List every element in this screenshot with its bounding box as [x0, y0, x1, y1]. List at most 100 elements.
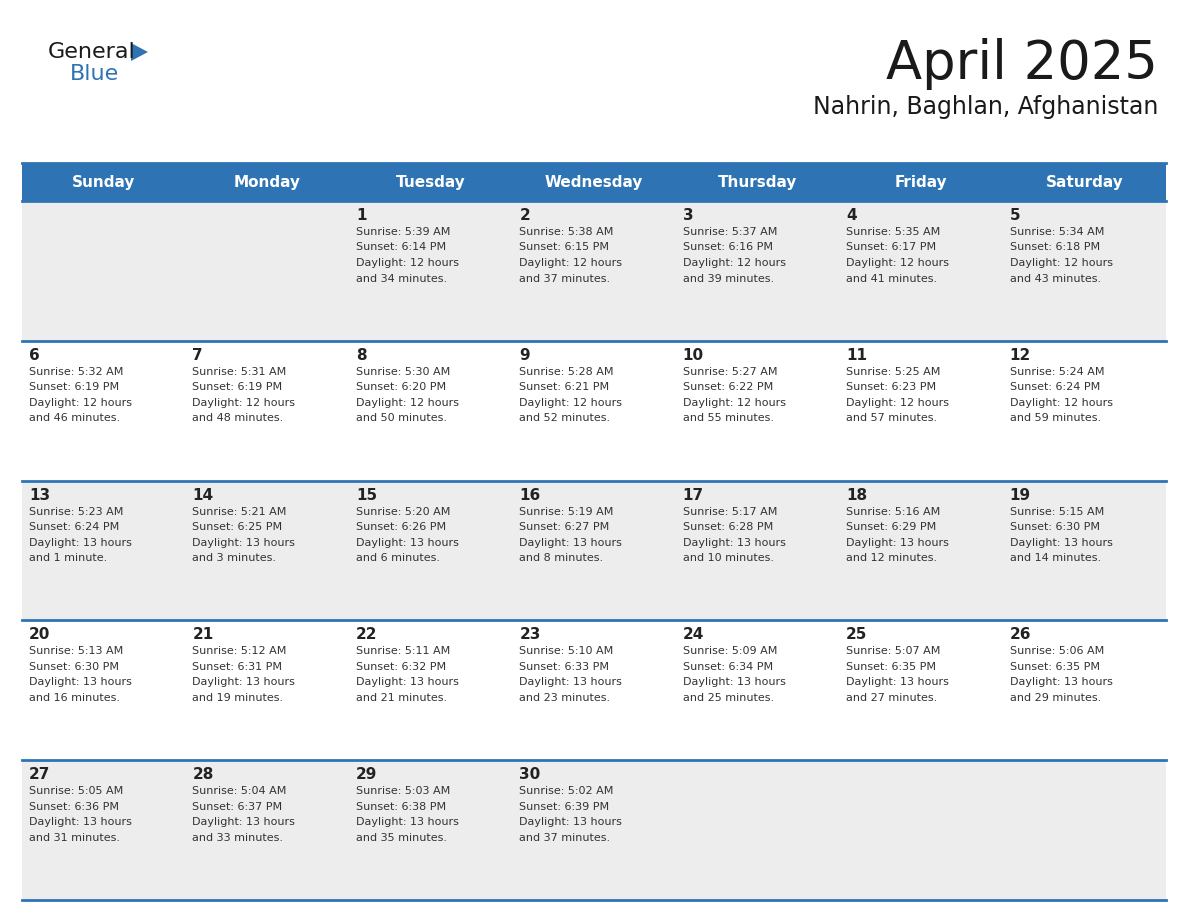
Text: Sunset: 6:27 PM: Sunset: 6:27 PM: [519, 522, 609, 532]
Text: Sunset: 6:16 PM: Sunset: 6:16 PM: [683, 242, 772, 252]
Text: 22: 22: [356, 627, 378, 643]
Text: and 8 minutes.: and 8 minutes.: [519, 554, 604, 563]
Bar: [512, 163, 676, 201]
Text: Sunrise: 5:34 AM: Sunrise: 5:34 AM: [1010, 227, 1104, 237]
Text: Daylight: 12 hours: Daylight: 12 hours: [356, 397, 459, 408]
Text: and 16 minutes.: and 16 minutes.: [29, 693, 120, 703]
Text: Daylight: 13 hours: Daylight: 13 hours: [519, 817, 623, 827]
Bar: [23, 163, 185, 201]
Text: 21: 21: [192, 627, 214, 643]
Text: Daylight: 13 hours: Daylight: 13 hours: [519, 538, 623, 548]
Text: 30: 30: [519, 767, 541, 782]
Text: 9: 9: [519, 348, 530, 363]
Text: Daylight: 13 hours: Daylight: 13 hours: [192, 817, 296, 827]
Text: and 3 minutes.: and 3 minutes.: [192, 554, 277, 563]
Text: Sunrise: 5:03 AM: Sunrise: 5:03 AM: [356, 786, 450, 796]
Text: and 25 minutes.: and 25 minutes.: [683, 693, 773, 703]
Text: Sunset: 6:30 PM: Sunset: 6:30 PM: [29, 662, 119, 672]
Text: 16: 16: [519, 487, 541, 502]
Text: and 55 minutes.: and 55 minutes.: [683, 413, 773, 423]
Text: Sunrise: 5:37 AM: Sunrise: 5:37 AM: [683, 227, 777, 237]
Text: Daylight: 13 hours: Daylight: 13 hours: [356, 677, 459, 688]
Bar: [23, 621, 1165, 760]
Text: Sunrise: 5:15 AM: Sunrise: 5:15 AM: [1010, 507, 1104, 517]
Text: Daylight: 12 hours: Daylight: 12 hours: [1010, 397, 1113, 408]
Text: Daylight: 13 hours: Daylight: 13 hours: [29, 538, 132, 548]
Text: 12: 12: [1010, 348, 1031, 363]
Text: Sunset: 6:14 PM: Sunset: 6:14 PM: [356, 242, 446, 252]
Text: Daylight: 12 hours: Daylight: 12 hours: [846, 397, 949, 408]
Text: Daylight: 12 hours: Daylight: 12 hours: [846, 258, 949, 268]
Text: Sunset: 6:28 PM: Sunset: 6:28 PM: [683, 522, 773, 532]
Text: and 43 minutes.: and 43 minutes.: [1010, 274, 1101, 284]
Text: 4: 4: [846, 208, 857, 223]
Text: Sunset: 6:35 PM: Sunset: 6:35 PM: [846, 662, 936, 672]
Text: 6: 6: [29, 348, 39, 363]
Text: Sunrise: 5:17 AM: Sunrise: 5:17 AM: [683, 507, 777, 517]
Text: and 39 minutes.: and 39 minutes.: [683, 274, 773, 284]
Text: and 10 minutes.: and 10 minutes.: [683, 554, 773, 563]
Bar: [349, 163, 512, 201]
Text: and 46 minutes.: and 46 minutes.: [29, 413, 120, 423]
Text: Sunset: 6:36 PM: Sunset: 6:36 PM: [29, 801, 119, 812]
Text: and 41 minutes.: and 41 minutes.: [846, 274, 937, 284]
Text: Monday: Monday: [234, 174, 301, 189]
Text: Sunset: 6:34 PM: Sunset: 6:34 PM: [683, 662, 773, 672]
Text: Sunset: 6:21 PM: Sunset: 6:21 PM: [519, 382, 609, 392]
Text: Daylight: 13 hours: Daylight: 13 hours: [356, 538, 459, 548]
Text: Sunset: 6:39 PM: Sunset: 6:39 PM: [519, 801, 609, 812]
Text: Sunset: 6:18 PM: Sunset: 6:18 PM: [1010, 242, 1100, 252]
Text: Daylight: 13 hours: Daylight: 13 hours: [846, 677, 949, 688]
Text: Sunrise: 5:06 AM: Sunrise: 5:06 AM: [1010, 646, 1104, 656]
Text: 29: 29: [356, 767, 378, 782]
Text: Sunrise: 5:19 AM: Sunrise: 5:19 AM: [519, 507, 614, 517]
Text: and 48 minutes.: and 48 minutes.: [192, 413, 284, 423]
Bar: [839, 163, 1003, 201]
Text: Sunset: 6:29 PM: Sunset: 6:29 PM: [846, 522, 936, 532]
Text: Sunrise: 5:04 AM: Sunrise: 5:04 AM: [192, 786, 286, 796]
Text: Sunrise: 5:32 AM: Sunrise: 5:32 AM: [29, 367, 124, 376]
Text: and 29 minutes.: and 29 minutes.: [1010, 693, 1101, 703]
Text: Nahrin, Baghlan, Afghanistan: Nahrin, Baghlan, Afghanistan: [813, 95, 1158, 119]
Text: Saturday: Saturday: [1045, 174, 1123, 189]
Text: Sunrise: 5:39 AM: Sunrise: 5:39 AM: [356, 227, 450, 237]
Text: Daylight: 12 hours: Daylight: 12 hours: [29, 397, 132, 408]
Text: and 52 minutes.: and 52 minutes.: [519, 413, 611, 423]
Text: Daylight: 13 hours: Daylight: 13 hours: [192, 538, 296, 548]
Text: Daylight: 13 hours: Daylight: 13 hours: [1010, 538, 1112, 548]
Text: Daylight: 13 hours: Daylight: 13 hours: [683, 538, 785, 548]
Text: Sunset: 6:20 PM: Sunset: 6:20 PM: [356, 382, 446, 392]
Text: 14: 14: [192, 487, 214, 502]
Bar: [23, 760, 1165, 900]
Text: Sunrise: 5:11 AM: Sunrise: 5:11 AM: [356, 646, 450, 656]
Text: Sunset: 6:31 PM: Sunset: 6:31 PM: [192, 662, 283, 672]
Text: Sunrise: 5:05 AM: Sunrise: 5:05 AM: [29, 786, 124, 796]
Text: Sunrise: 5:16 AM: Sunrise: 5:16 AM: [846, 507, 941, 517]
Bar: [23, 481, 1165, 621]
Bar: [185, 163, 349, 201]
Text: Sunset: 6:19 PM: Sunset: 6:19 PM: [192, 382, 283, 392]
Text: Sunset: 6:24 PM: Sunset: 6:24 PM: [1010, 382, 1100, 392]
Text: Daylight: 13 hours: Daylight: 13 hours: [29, 677, 132, 688]
Text: Sunrise: 5:09 AM: Sunrise: 5:09 AM: [683, 646, 777, 656]
Text: and 37 minutes.: and 37 minutes.: [519, 274, 611, 284]
Text: Sunrise: 5:02 AM: Sunrise: 5:02 AM: [519, 786, 614, 796]
Text: and 1 minute.: and 1 minute.: [29, 554, 107, 563]
Text: and 33 minutes.: and 33 minutes.: [192, 833, 284, 843]
Bar: [1003, 163, 1165, 201]
Text: Sunrise: 5:24 AM: Sunrise: 5:24 AM: [1010, 367, 1104, 376]
Text: 20: 20: [29, 627, 50, 643]
Text: 8: 8: [356, 348, 366, 363]
Text: Sunset: 6:23 PM: Sunset: 6:23 PM: [846, 382, 936, 392]
Text: Sunrise: 5:28 AM: Sunrise: 5:28 AM: [519, 367, 614, 376]
Text: Daylight: 13 hours: Daylight: 13 hours: [519, 677, 623, 688]
Text: Sunrise: 5:23 AM: Sunrise: 5:23 AM: [29, 507, 124, 517]
Text: 26: 26: [1010, 627, 1031, 643]
Text: Wednesday: Wednesday: [545, 174, 643, 189]
Text: Sunset: 6:33 PM: Sunset: 6:33 PM: [519, 662, 609, 672]
Text: Daylight: 12 hours: Daylight: 12 hours: [192, 397, 296, 408]
Text: and 6 minutes.: and 6 minutes.: [356, 554, 440, 563]
Text: 7: 7: [192, 348, 203, 363]
Text: and 14 minutes.: and 14 minutes.: [1010, 554, 1101, 563]
Text: 13: 13: [29, 487, 50, 502]
